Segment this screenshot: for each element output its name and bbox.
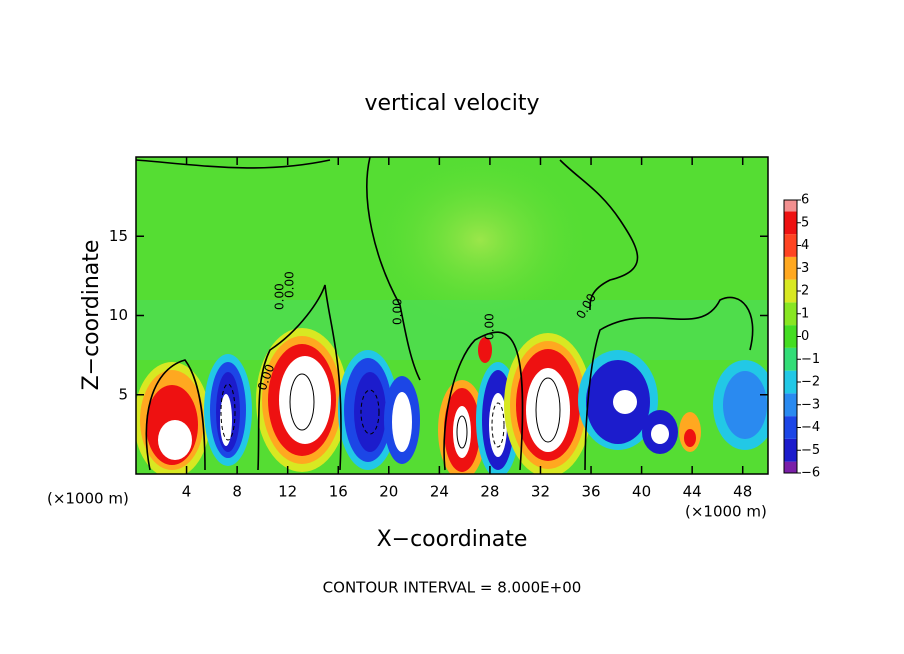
colorbar-swatch [784, 279, 797, 303]
updraft [679, 412, 701, 452]
colorbar-label: 1 [801, 306, 809, 321]
contour-label: 0.00 [273, 283, 287, 310]
colorbar-label: −5 [801, 443, 820, 458]
colorbar-label: −1 [801, 352, 820, 367]
x-tick-label: 8 [232, 483, 242, 501]
chart-title: vertical velocity [364, 91, 539, 116]
x-tick-label: 4 [182, 483, 192, 501]
y-tick-label: 15 [109, 227, 128, 245]
x-tick-label: 28 [480, 483, 499, 501]
updraft [438, 337, 492, 474]
contour-lines-neg [220, 383, 505, 448]
downdraft [713, 360, 768, 450]
colorbar-label: −3 [801, 397, 820, 412]
colorbar-label: 3 [801, 261, 809, 276]
colorbar-swatch [784, 325, 797, 348]
field-glow [370, 157, 590, 330]
x-axis-label: X−coordinate [377, 527, 528, 552]
contour-label: 0.00 [283, 271, 297, 298]
y-axis-label: Z−coordinate [79, 240, 104, 391]
colorbar-label: 4 [801, 238, 809, 253]
colorbar-swatch [784, 211, 797, 235]
x-tick-label: 44 [683, 483, 702, 501]
colorbar-label: 2 [801, 284, 809, 299]
contour-lines-pos [289, 373, 561, 449]
field [136, 157, 768, 474]
field-band [136, 300, 768, 360]
footer-note: CONTOUR INTERVAL = 8.000E+00 [323, 579, 582, 597]
y-tick-label: 10 [109, 306, 128, 324]
colorbar-swatch [784, 200, 797, 212]
colorbar-label: −2 [801, 375, 820, 390]
colorbar-swatch [784, 302, 797, 326]
x-tick-label: 32 [531, 483, 550, 501]
updraft [136, 362, 210, 474]
colorbar-label: 5 [801, 215, 809, 230]
x-tick-label: 48 [733, 483, 752, 501]
x-unit: (×1000 m) [47, 490, 129, 508]
x-unit: (×1000 m) [685, 503, 767, 521]
colorbar-swatch [784, 416, 797, 439]
colorbar-swatch [784, 370, 797, 394]
updraft [256, 328, 348, 472]
x-tick-label: 40 [632, 483, 651, 501]
colorbar-label: −4 [801, 420, 820, 435]
downdraft [578, 350, 678, 454]
colorbar-swatch [784, 234, 797, 257]
x-tick-label: 36 [581, 483, 600, 501]
colorbar-label: 6 [801, 193, 809, 208]
contour-label: 0.00 [391, 298, 405, 325]
x-tick-label: 16 [329, 483, 348, 501]
contour-label: 0.00 [483, 313, 497, 340]
contour-lines [136, 157, 754, 471]
y-tick-label: 5 [118, 385, 128, 403]
downdraft [204, 354, 252, 466]
colorbar-swatch [784, 393, 797, 417]
colorbar-swatch [784, 438, 797, 462]
colorbar-label: −6 [801, 466, 820, 481]
x-tick-label: 20 [379, 483, 398, 501]
x-tick-label: 24 [430, 483, 449, 501]
x-tick-label: 12 [278, 483, 297, 501]
colorbar-swatch [784, 256, 797, 280]
colorbar-swatch [784, 347, 797, 371]
colorbar-swatch [784, 461, 797, 473]
colorbar-label: 0 [801, 329, 809, 344]
downdraft [338, 350, 420, 470]
updraft [504, 333, 592, 474]
